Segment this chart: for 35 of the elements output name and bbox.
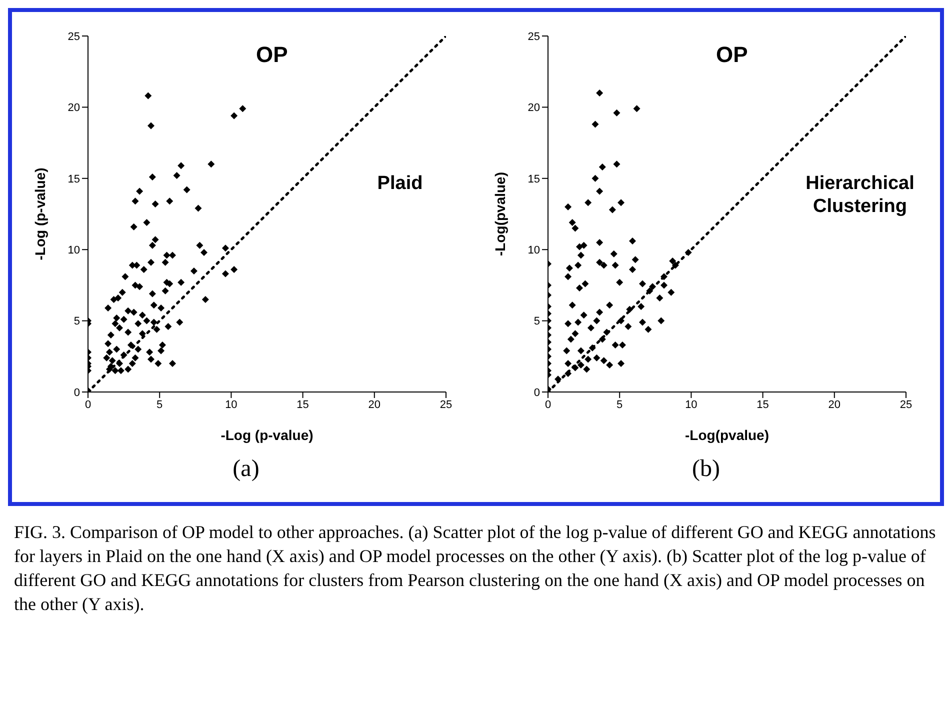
x-axis-title: -Log(pvalue) [685,427,769,443]
x-tick-label: 5 [156,398,163,411]
y-axis-title: -Log (p-value) [32,168,48,260]
text: (a) [232,456,260,483]
x-tick-label: 0 [544,398,552,411]
x-tick-label: 20 [368,398,381,411]
y-tick-label: 10 [528,244,540,257]
annotation: OP [716,42,748,68]
y-tick-label: 0 [534,386,540,399]
caption: FIG. 3. Comparison of OP model to other approaches. (a) Scatter plot of the log p-value of different GO and KEGG annotations for layers in Plaid on the one hand (X axis) and OP model processes on the other (Y axis). (b) Scatter plot of the log p-value of different GO and KEGG annotations for clusters from Pearson clustering on the one hand (X axis) and OP model processes on the other (Y axis). [13,521,937,616]
y-axis-title: -Log(pvalue) [492,172,508,256]
y-tick-label: 15 [528,173,540,186]
y-tick-label: 15 [68,173,80,186]
text: (b) [691,456,721,483]
x-tick-label: 20 [828,398,841,411]
y-tick-label: 20 [68,102,80,114]
y-tick-label: 25 [528,30,540,43]
x-tick-label: 0 [84,398,92,411]
x-tick-label: 25 [900,398,912,411]
annotation: Hierarchical Clustering [804,172,916,218]
x-tick-label: 5 [616,398,623,411]
x-axis-title: -Log (p-value) [220,427,314,443]
annotation: OP [256,42,288,68]
x-tick-label: 15 [756,398,769,411]
x-tick-label: 25 [440,398,452,411]
y-tick-label: 10 [68,244,80,257]
y-tick-label: 5 [534,316,540,328]
x-tick-label: 10 [685,398,698,411]
y-tick-label: 5 [74,316,80,328]
x-tick-label: 10 [225,398,238,411]
y-tick-label: 0 [74,386,80,399]
y-tick-label: 25 [68,30,80,43]
y-tick-label: 20 [528,102,540,114]
x-tick-label: 15 [296,398,309,411]
annotation: Plaid [376,172,424,195]
